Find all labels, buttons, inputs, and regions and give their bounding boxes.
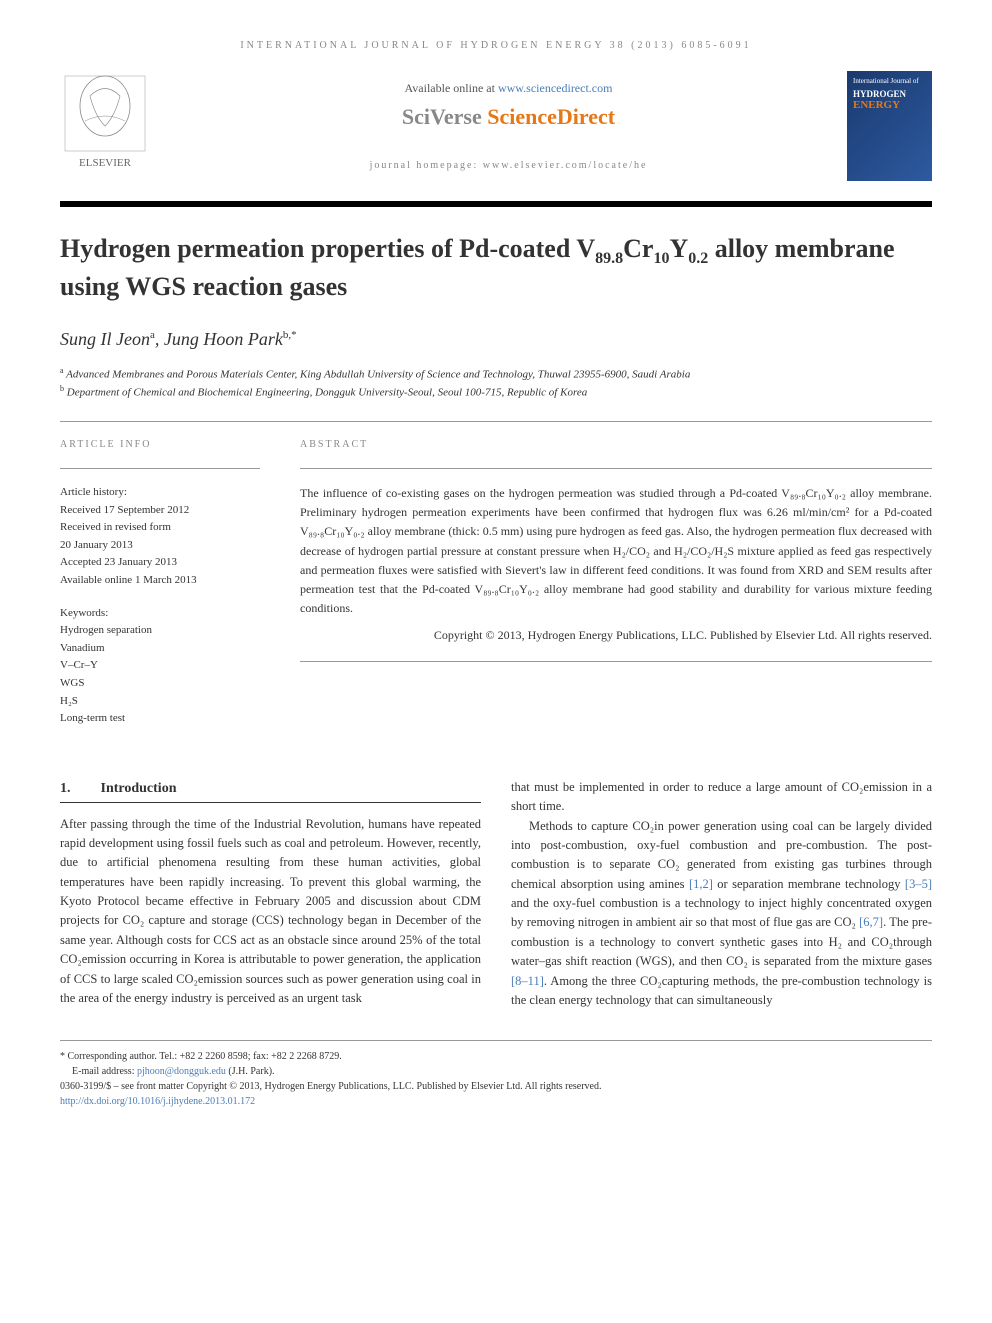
section-number: 1.: [60, 781, 71, 796]
info-divider: [60, 468, 260, 469]
sciencedirect-link[interactable]: www.sciencedirect.com: [498, 81, 613, 95]
email-suffix: (J.H. Park).: [226, 1066, 275, 1077]
keyword-item: Long-term test: [60, 710, 260, 728]
ref-link-3-5[interactable]: [3–5]: [905, 877, 932, 891]
right-column: that must be implemented in order to red…: [511, 778, 932, 1011]
elsevier-logo: ELSEVIER: [60, 71, 150, 171]
journal-cover-thumbnail: International Journal of HYDROGEN ENERGY: [847, 71, 932, 181]
author-1: Sung Il Jeon: [60, 329, 150, 349]
article-title: Hydrogen permeation properties of Pd-coa…: [60, 232, 932, 304]
keyword-item: V–Cr–Y: [60, 657, 260, 675]
author-1-affil-sup: a: [150, 329, 155, 341]
affil-b-text: Department of Chemical and Biochemical E…: [67, 387, 587, 399]
abstract-text: The influence of co-existing gases on th…: [300, 484, 932, 618]
affil-b-sup: b: [60, 384, 64, 393]
history-label: Article history:: [60, 484, 260, 502]
issn-copyright-line: 0360-3199/$ – see front matter Copyright…: [60, 1079, 932, 1094]
abstract-divider: [300, 468, 932, 469]
section-title: Introduction: [101, 781, 177, 796]
affiliations-block: a Advanced Membranes and Porous Material…: [60, 365, 932, 401]
keyword-item: Vanadium: [60, 640, 260, 658]
email-link[interactable]: pjhoon@dongguk.edu: [137, 1066, 226, 1077]
corr-contact: Tel.: +82 2 2260 8598; fax: +82 2 2268 8…: [157, 1051, 342, 1062]
article-info-heading: ARTICLE INFO: [60, 437, 260, 453]
section-1-heading: 1. Introduction: [60, 778, 481, 803]
sciencedirect-word: ScienceDirect: [487, 104, 615, 129]
journal-homepage-text: journal homepage: www.elsevier.com/locat…: [170, 160, 847, 171]
available-label: Available online at: [405, 81, 498, 95]
abstract-column: ABSTRACT The influence of co-existing ga…: [300, 437, 932, 728]
authors-line: Sung Il Jeona, Jung Hoon Parkb,*: [60, 329, 932, 350]
intro-paragraph-2: Methods to capture CO₂in power generatio…: [511, 817, 932, 1011]
abstract-divider-bottom: [300, 661, 932, 662]
intro-paragraph-1: After passing through the time of the In…: [60, 815, 481, 1009]
body-text-columns: 1. Introduction After passing through the…: [60, 778, 932, 1011]
received-date: Received 17 September 2012: [60, 502, 260, 520]
affiliation-a: a Advanced Membranes and Porous Material…: [60, 365, 932, 383]
abstract-copyright: Copyright © 2013, Hydrogen Energy Public…: [300, 626, 932, 645]
p2-text-5: . Among the three CO₂capturing methods, …: [511, 974, 932, 1007]
keyword-item: H₂S: [60, 693, 260, 711]
cover-subtitle: International Journal of: [853, 77, 926, 85]
keyword-item: Hydrogen separation: [60, 622, 260, 640]
ref-link-8-11[interactable]: [8–11]: [511, 974, 544, 988]
available-online-text: Available online at www.sciencedirect.co…: [170, 81, 847, 96]
affil-a-sup: a: [60, 366, 64, 375]
keywords-block: Keywords: Hydrogen separation Vanadium V…: [60, 605, 260, 728]
doi-link[interactable]: http://dx.doi.org/10.1016/j.ijhydene.201…: [60, 1096, 255, 1107]
revised-label: Received in revised form: [60, 519, 260, 537]
sciverse-logo-text: SciVerse ScienceDirect: [170, 104, 847, 130]
cover-title-hydrogen: HYDROGEN: [853, 89, 926, 99]
corr-label: * Corresponding author.: [60, 1051, 157, 1062]
intro-paragraph-1-cont: that must be implemented in order to red…: [511, 778, 932, 817]
title-separator-bar: [60, 201, 932, 207]
info-abstract-row: ARTICLE INFO Article history: Received 1…: [60, 437, 932, 728]
footer-section: * Corresponding author. Tel.: +82 2 2260…: [60, 1040, 932, 1109]
affil-a-text: Advanced Membranes and Porous Materials …: [66, 368, 690, 380]
keywords-label: Keywords:: [60, 605, 260, 623]
email-line: E-mail address: pjhoon@dongguk.edu (J.H.…: [60, 1064, 932, 1079]
online-date: Available online 1 March 2013: [60, 572, 260, 590]
affiliation-b: b Department of Chemical and Biochemical…: [60, 383, 932, 401]
ref-link-6-7[interactable]: [6,7]: [859, 915, 883, 929]
doi-line: http://dx.doi.org/10.1016/j.ijhydene.201…: [60, 1094, 932, 1109]
ref-link-1-2[interactable]: [1,2]: [689, 877, 713, 891]
journal-reference-header: INTERNATIONAL JOURNAL OF HYDROGEN ENERGY…: [60, 40, 932, 51]
author-2: Jung Hoon Park: [164, 329, 283, 349]
p2-text-2: or separation membrane technology: [713, 877, 905, 891]
left-column: 1. Introduction After passing through the…: [60, 778, 481, 1011]
article-info-column: ARTICLE INFO Article history: Received 1…: [60, 437, 260, 728]
accepted-date: Accepted 23 January 2013: [60, 554, 260, 572]
email-label: E-mail address:: [72, 1066, 137, 1077]
abstract-heading: ABSTRACT: [300, 437, 932, 453]
center-header-info: Available online at www.sciencedirect.co…: [170, 71, 847, 171]
info-divider-top: [60, 421, 932, 422]
revised-date: 20 January 2013: [60, 537, 260, 555]
sciverse-prefix: SciVerse: [402, 104, 487, 129]
cover-title-energy: ENERGY: [853, 99, 926, 111]
author-2-affil-sup: b,*: [283, 329, 297, 341]
corresponding-author-line: * Corresponding author. Tel.: +82 2 2260…: [60, 1049, 932, 1064]
elsevier-text: ELSEVIER: [79, 157, 132, 169]
top-header-section: ELSEVIER Available online at www.science…: [60, 71, 932, 181]
keyword-item: WGS: [60, 675, 260, 693]
